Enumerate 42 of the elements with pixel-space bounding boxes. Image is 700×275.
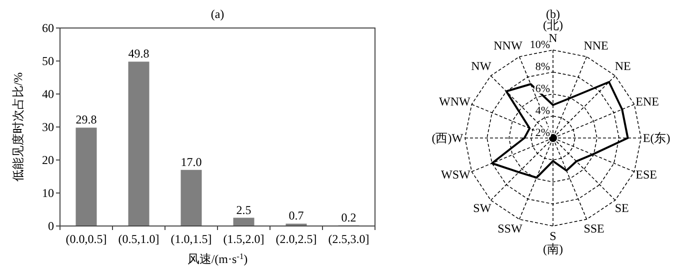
- y-axis-title: 低能见度时次占比/%: [11, 72, 25, 182]
- spoke-label: SSE: [584, 222, 604, 236]
- y-tick-label: 0: [48, 219, 54, 234]
- chart-title: (a): [210, 7, 224, 21]
- spoke-label: SW: [473, 200, 492, 215]
- y-tick-label: 8%: [535, 61, 550, 73]
- spoke-label: WSW: [441, 168, 472, 182]
- y-tick-label: 6%: [535, 83, 550, 95]
- chart-title: (b): [546, 7, 560, 21]
- spoke-label: SSW: [498, 222, 523, 236]
- y-tick-label: 60: [42, 21, 54, 36]
- y-tick-label: 50: [42, 54, 54, 68]
- y-tick-label: 10%: [530, 39, 550, 51]
- y-tick-label: 20: [42, 153, 54, 168]
- spoke-label: WNW: [439, 94, 472, 108]
- data-label: 29.8: [76, 112, 97, 127]
- x-tick-label: (2.0,2.5]: [276, 232, 317, 246]
- spoke-label: S (南): [543, 228, 563, 256]
- x-tick-label: (1.5,2.0]: [223, 232, 264, 246]
- spoke-label: (西)W: [432, 131, 464, 145]
- spoke-label: SE: [614, 200, 629, 215]
- x-tick-label: (1.0,1.5]: [170, 232, 212, 246]
- x-tick-label: (0.0,0.5]: [66, 232, 107, 246]
- data-label: 17.0: [180, 154, 202, 169]
- data-label: 49.8: [128, 46, 150, 61]
- x-tick-label: (2.5,3.0]: [328, 232, 370, 246]
- spoke-label: ENE: [636, 94, 659, 108]
- spoke-label: NNE: [584, 38, 608, 52]
- spoke-label: NW: [471, 59, 492, 74]
- data-label: 0.2: [341, 210, 356, 224]
- spoke-label: NE: [614, 59, 631, 74]
- y-tick-label: 40: [42, 87, 54, 102]
- spoke-label: ESE: [636, 168, 657, 182]
- data-label: 0.7: [288, 208, 304, 223]
- y-tick-label: 30: [42, 120, 54, 134]
- spoke-label: NNW: [494, 38, 523, 52]
- y-tick-label: 4%: [535, 105, 550, 117]
- y-tick-label: 10: [42, 186, 54, 200]
- data-label: 2.5: [236, 202, 252, 217]
- x-axis-title: 风速/(m·s$^{-1}$): [187, 252, 248, 266]
- x-tick-label: (0.5,1.0]: [118, 232, 160, 246]
- spoke-label: E(东): [642, 131, 670, 145]
